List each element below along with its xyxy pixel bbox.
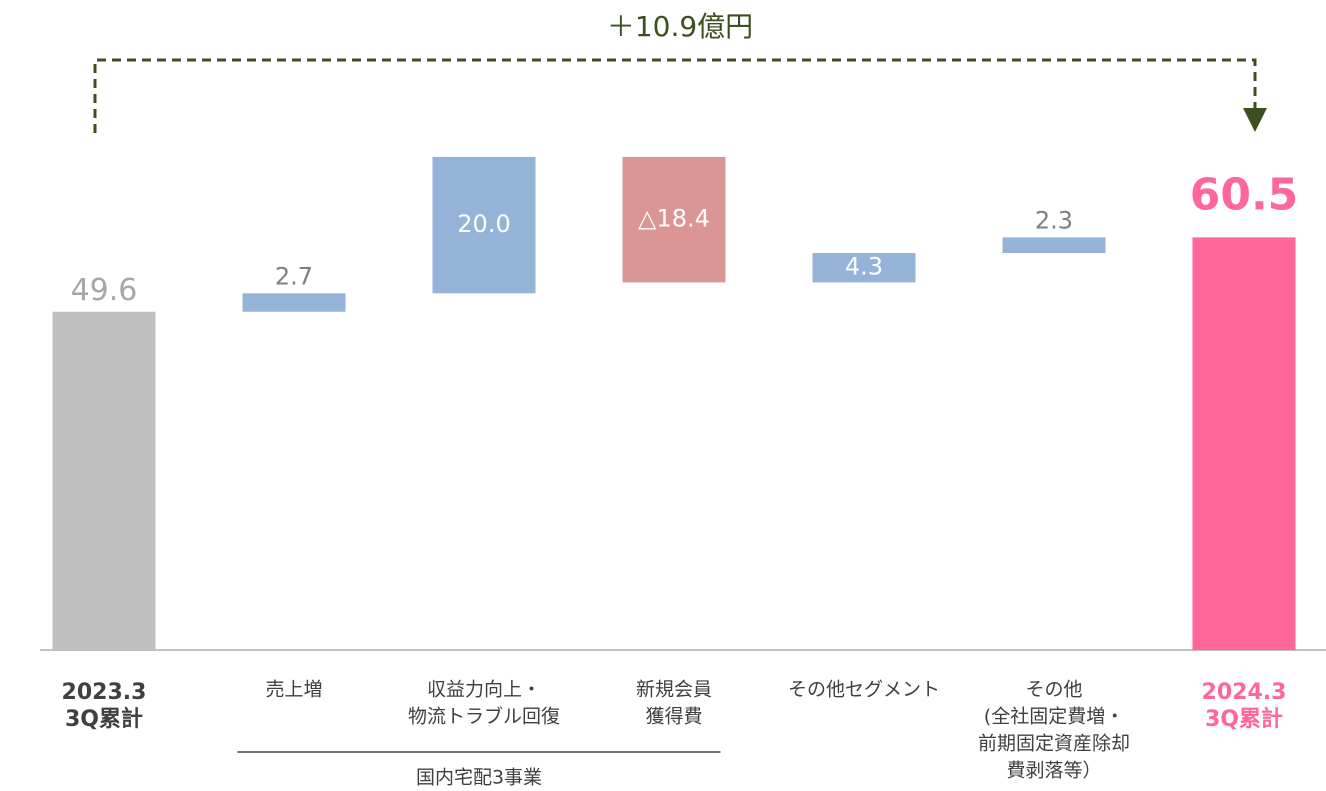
value-label: 20.0 bbox=[457, 210, 510, 238]
value-label: 60.5 bbox=[1190, 169, 1299, 220]
annotation: ＋10.9億円 bbox=[607, 10, 753, 43]
value-label: △18.4 bbox=[638, 205, 710, 233]
category-label: その他 bbox=[1025, 679, 1082, 701]
group-label: 国内宅配3事業 bbox=[416, 767, 542, 789]
category-label: 前期固定資産除却 bbox=[978, 733, 1130, 755]
category-label: 3Q累計 bbox=[1205, 706, 1283, 732]
category-label: (全社固定費増・ bbox=[984, 706, 1124, 728]
category-label: 2023.3 bbox=[62, 680, 147, 705]
category-label: 獲得費 bbox=[645, 706, 702, 728]
bar bbox=[52, 311, 156, 650]
bar bbox=[622, 156, 726, 283]
category-label: 収益力向上・ bbox=[427, 679, 541, 701]
bar bbox=[1002, 237, 1106, 254]
bar bbox=[432, 156, 536, 294]
category-label: 2024.3 bbox=[1202, 680, 1287, 705]
bar bbox=[812, 253, 916, 283]
value-label: 2.3 bbox=[1035, 206, 1073, 234]
value-label: 2.7 bbox=[275, 262, 313, 290]
value-label: 49.6 bbox=[71, 273, 138, 308]
category-label: 物流トラブル回復 bbox=[408, 705, 560, 728]
category-label: 3Q累計 bbox=[65, 706, 143, 732]
bar bbox=[242, 293, 346, 312]
category-label: 費剥落等） bbox=[1006, 760, 1101, 782]
category-label: 新規会員 bbox=[636, 679, 712, 701]
bracket bbox=[93, 58, 1257, 133]
value-label: 4.3 bbox=[845, 253, 883, 281]
category-label: その他セグメント bbox=[788, 679, 940, 701]
bar bbox=[1192, 237, 1296, 650]
arrow-head bbox=[1243, 108, 1267, 132]
category-label: 売上増 bbox=[265, 679, 322, 701]
